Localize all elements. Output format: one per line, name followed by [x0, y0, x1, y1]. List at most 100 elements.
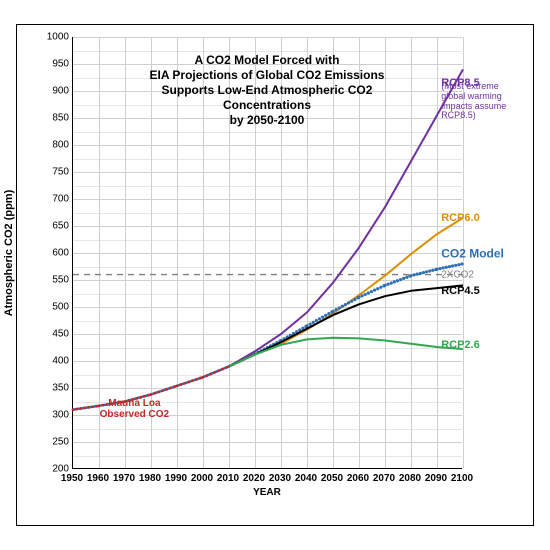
- series-rcp45: [229, 285, 463, 366]
- annotation: (Most extremeglobal warmingimpacts assum…: [441, 82, 506, 122]
- series-co2_model-dot: [357, 296, 360, 299]
- series-co2_model-dot: [405, 276, 408, 279]
- observed-dot: [150, 393, 153, 396]
- series-co2_model-dot: [457, 263, 460, 266]
- series-co2_model-dot: [344, 303, 347, 306]
- observed-dot: [202, 376, 205, 379]
- chart-title: A CO2 Model Forced withEIA Projections o…: [129, 53, 405, 128]
- series-co2_model-dot: [379, 286, 382, 289]
- observed-dot: [199, 377, 202, 380]
- observed-dot: [209, 373, 212, 376]
- annotation: 2XCO2: [441, 269, 474, 280]
- series-co2_model-dot: [454, 264, 457, 267]
- x-tick-label: 2100: [447, 473, 477, 484]
- observed-dot: [213, 371, 216, 374]
- series-co2_model-dot: [361, 294, 364, 297]
- series-co2_model-dot: [435, 268, 438, 271]
- y-tick-label: 450: [39, 329, 69, 340]
- annotation: RCP2.6: [441, 339, 480, 351]
- series-co2_model-dot: [390, 281, 393, 284]
- series-co2_model-dot: [318, 317, 321, 320]
- series-co2_model-dot: [387, 283, 390, 286]
- series-co2_model-dot: [353, 298, 356, 301]
- series-co2_model-dot: [425, 270, 428, 273]
- series-co2_model-dot: [341, 305, 344, 308]
- series-co2_model-dot: [321, 316, 324, 319]
- y-tick-label: 800: [39, 140, 69, 151]
- y-tick-label: 300: [39, 410, 69, 421]
- series-co2_model-dot: [373, 289, 376, 292]
- observed-dot: [217, 369, 220, 372]
- series-co2_model-dot: [350, 300, 353, 303]
- observed-dot: [157, 390, 160, 393]
- y-tick-label: 500: [39, 302, 69, 313]
- y-tick-label: 350: [39, 383, 69, 394]
- observed-dot: [187, 381, 190, 384]
- observed-dot: [221, 368, 224, 371]
- y-tick-label: 1000: [39, 32, 69, 43]
- series-co2_model-dot: [428, 269, 431, 272]
- series-co2_model-dot: [402, 277, 405, 280]
- observed-dot: [225, 366, 228, 369]
- observed-dot: [176, 384, 179, 387]
- y-tick-label: 850: [39, 113, 69, 124]
- observed-dot: [173, 385, 176, 388]
- series-co2_model-dot: [370, 290, 373, 293]
- observed-dot: [79, 407, 82, 410]
- y-tick-label: 700: [39, 194, 69, 205]
- observed-dot: [195, 378, 198, 381]
- series-co2_model-dot: [335, 308, 338, 311]
- series-co2_model-dot: [419, 272, 422, 275]
- series-co2_model-dot: [338, 306, 341, 309]
- series-co2_model-dot: [422, 271, 425, 274]
- series-co2_model-dot: [399, 278, 402, 281]
- series-co2_model-dot: [409, 274, 412, 277]
- y-axis-label: Atmospheric CO2 (ppm): [3, 153, 15, 353]
- series-co2_model-dot: [393, 280, 396, 283]
- observed-dot: [206, 374, 209, 377]
- observed-dot: [76, 408, 79, 411]
- series-co2_model-dot: [448, 265, 451, 268]
- x-axis-label: YEAR: [72, 487, 462, 498]
- observed-dot: [72, 408, 75, 411]
- observed-dot: [183, 382, 186, 385]
- observed-dot: [147, 394, 150, 397]
- observed-dot: [87, 406, 90, 409]
- series-co2_model-dot: [460, 262, 463, 265]
- observed-dot: [191, 379, 194, 382]
- series-co2_model-dot: [309, 323, 312, 326]
- observed-dot: [169, 387, 172, 390]
- annotation: CO2 Model: [441, 247, 504, 260]
- y-tick-label: 400: [39, 356, 69, 367]
- series-co2_model-dot: [364, 293, 367, 296]
- series-co2_model-dot: [413, 273, 416, 276]
- series-co2_model-dot: [347, 301, 350, 304]
- series-co2_model-dot: [327, 312, 330, 315]
- series-co2_model-dot: [451, 264, 454, 267]
- series-rcp26: [229, 338, 463, 367]
- series-co2_model-dot: [367, 291, 370, 294]
- series-co2_model-dot: [416, 273, 419, 276]
- series-co2_model-dot: [383, 284, 386, 287]
- annotation: RCP6.0: [441, 212, 480, 224]
- series-co2_model-dot: [324, 314, 327, 317]
- annotation: Mauna LoaObserved CO2: [100, 398, 169, 420]
- observed-dot: [165, 388, 168, 391]
- series-co2_model-dot: [396, 279, 399, 282]
- annotation: RCP4.5: [441, 285, 480, 297]
- observed-dot: [83, 406, 86, 409]
- observed-dot: [180, 383, 183, 386]
- series-co2_model-dot: [315, 319, 318, 322]
- series-co2_model-dot: [331, 310, 334, 313]
- y-tick-label: 250: [39, 437, 69, 448]
- y-tick-label: 650: [39, 221, 69, 232]
- series-co2_model-dot: [376, 287, 379, 290]
- y-tick-label: 900: [39, 86, 69, 97]
- series-co2_model-dot: [312, 321, 315, 324]
- y-tick-label: 550: [39, 275, 69, 286]
- series-co2_model-dot: [431, 269, 434, 272]
- observed-dot: [161, 389, 164, 392]
- y-tick-label: 600: [39, 248, 69, 259]
- observed-dot: [91, 405, 94, 408]
- y-tick-label: 750: [39, 167, 69, 178]
